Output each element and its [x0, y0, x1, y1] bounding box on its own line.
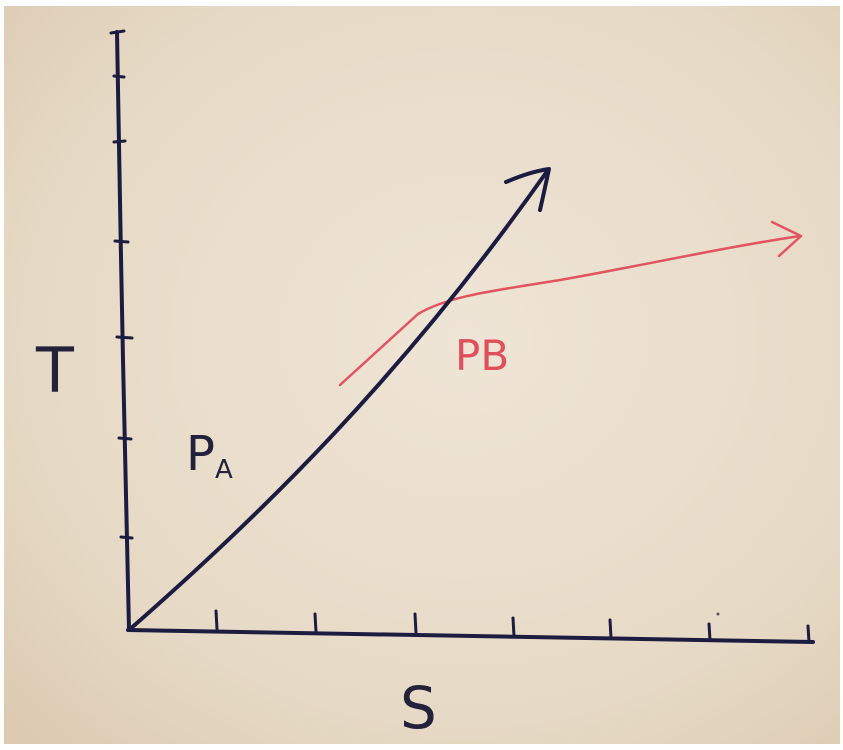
ink-speck — [716, 612, 720, 616]
x-tick — [707, 622, 712, 642]
pa-line — [127, 168, 550, 632]
y-axis-label: T — [35, 334, 75, 407]
x-tick — [413, 612, 418, 635]
y-tick — [117, 436, 133, 441]
y-axis-ticks — [112, 74, 134, 540]
y-tick — [115, 335, 134, 340]
pa-label-subscript: A — [215, 455, 233, 485]
y-tick — [113, 239, 130, 244]
x-axis-line — [126, 628, 815, 644]
x-axis-ticks — [214, 609, 811, 644]
pb-arrowhead — [770, 220, 803, 258]
pb-label: PB — [455, 331, 509, 380]
x-tick — [214, 609, 219, 631]
x-tick — [806, 624, 811, 644]
x-tick — [313, 612, 318, 634]
x-tick — [608, 618, 613, 640]
y-tick — [112, 139, 127, 144]
y-tick — [112, 74, 126, 79]
y-tick — [119, 535, 134, 540]
pa-label: P — [186, 426, 215, 482]
y-axis-cap — [109, 29, 126, 35]
y-axis-line — [115, 30, 131, 632]
pa-arrowhead — [504, 167, 551, 212]
paper-background — [4, 6, 840, 744]
x-tick — [511, 616, 516, 638]
x-axis-label: S — [400, 674, 437, 742]
